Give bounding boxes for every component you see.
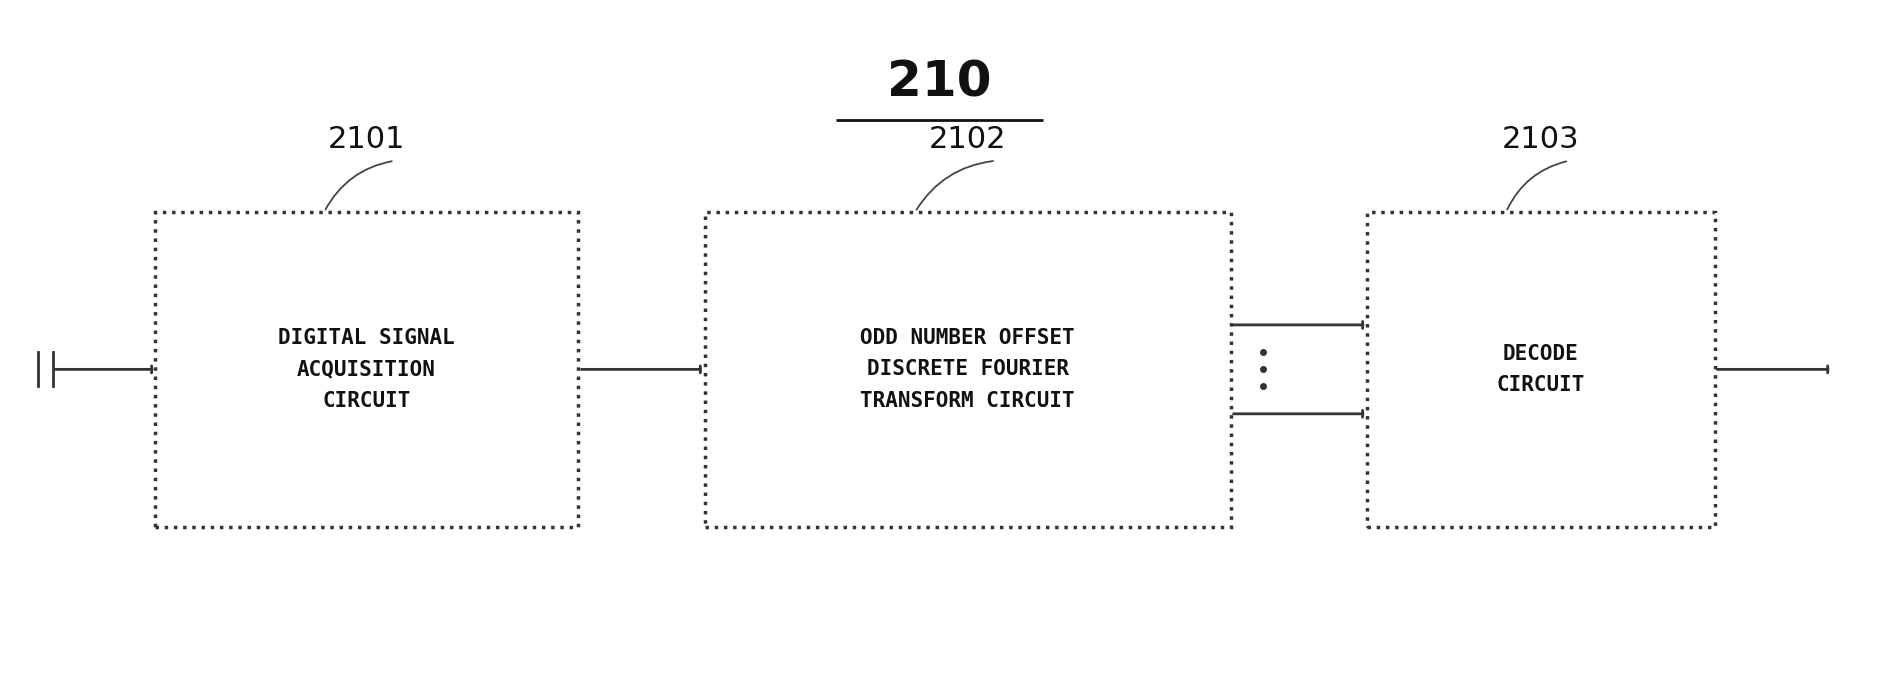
Text: DECODE
CIRCUIT: DECODE CIRCUIT [1496,344,1586,395]
Text: ODD NUMBER OFFSET
DISCRETE FOURIER
TRANSFORM CIRCUIT: ODD NUMBER OFFSET DISCRETE FOURIER TRANS… [861,328,1075,410]
FancyBboxPatch shape [1366,212,1714,527]
Text: DIGITAL SIGNAL
ACQUISITION
CIRCUIT: DIGITAL SIGNAL ACQUISITION CIRCUIT [278,328,455,410]
FancyBboxPatch shape [154,212,579,527]
FancyBboxPatch shape [705,212,1231,527]
Text: 2103: 2103 [1501,125,1580,154]
Text: 2101: 2101 [327,125,406,154]
Text: 2102: 2102 [928,125,1007,154]
Text: 210: 210 [887,58,992,106]
